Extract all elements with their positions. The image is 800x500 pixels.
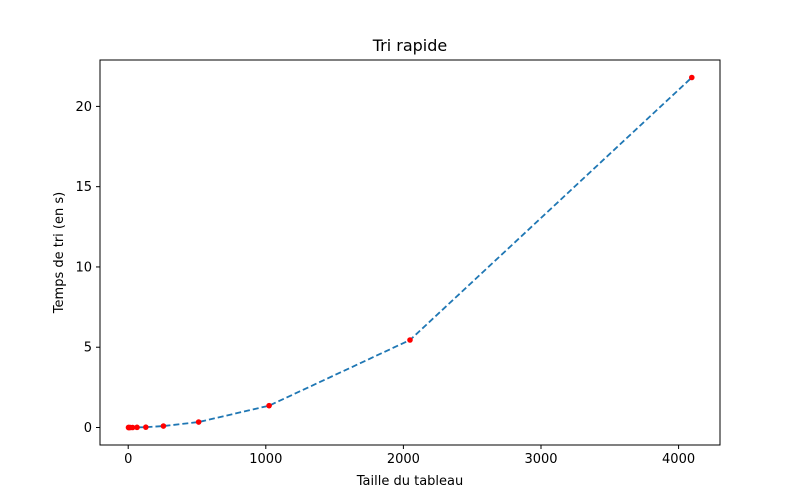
y-tick-label: 5 [84,341,92,356]
y-tick-label: 10 [75,260,92,275]
x-tick-label: 2000 [387,452,420,467]
data-point [688,74,695,81]
data-point [143,424,149,430]
data-point [160,423,167,429]
x-tick-label: 1000 [249,452,282,467]
y-tick-label: 0 [84,421,92,436]
axis-ticks: 0 1000 2000 3000 4000 0 5 10 15 20 [75,100,695,467]
chart-title: Tri rapide [372,36,448,55]
y-axis-label: Temps de tri (en s) [52,192,67,314]
y-tick-label: 20 [75,100,92,115]
x-tick-label: 0 [124,452,132,467]
data-point [134,424,140,431]
plot-area [125,74,695,431]
x-tick-label: 4000 [662,452,695,467]
y-tick-label: 15 [75,180,92,195]
x-axis-label: Taille du tableau [356,474,463,489]
data-point [407,337,413,343]
data-point [129,424,136,431]
x-tick-label: 3000 [524,452,557,467]
plot-frame [99,59,721,446]
data-point [195,419,202,425]
data-point [266,402,272,409]
